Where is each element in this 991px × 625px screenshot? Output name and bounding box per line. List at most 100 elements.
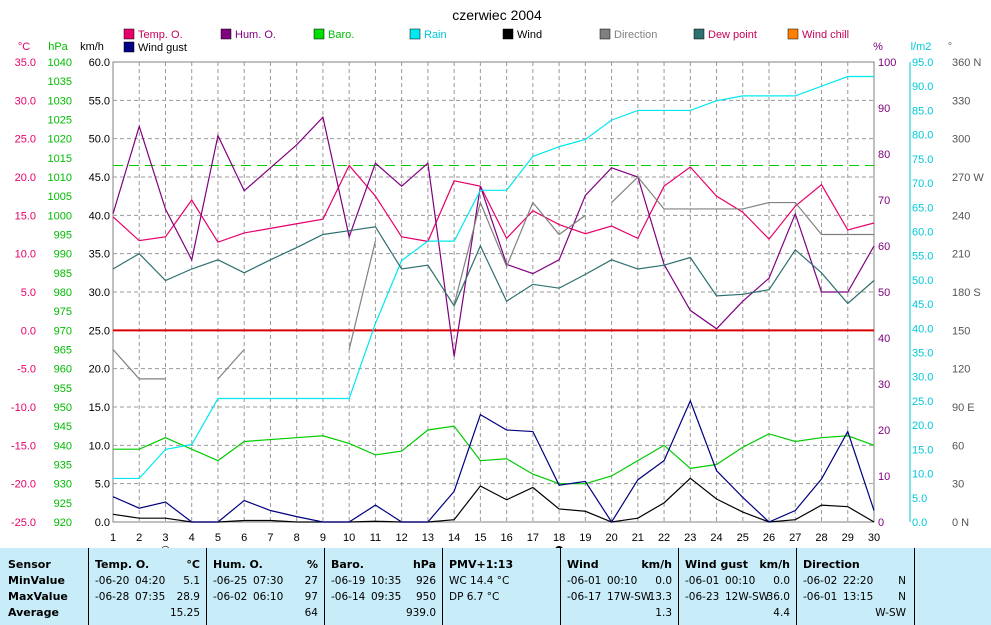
stats-gust-max-date: -06-23 (685, 591, 720, 603)
tick-label-baro: 970 (54, 325, 72, 337)
series-line-direction (611, 176, 874, 236)
tick-label-rain: 90.0 (912, 81, 933, 93)
stats-temp-min-date: -06-20 (95, 575, 130, 587)
stats-baro-unit: hPa (412, 558, 436, 571)
tick-label-wind: 60.0 (89, 57, 110, 69)
legend-swatch (123, 41, 135, 53)
stats-wind-max-date: -06-17 (567, 591, 602, 603)
legend-label: Wind gust (138, 42, 187, 54)
tick-label-dir: 210 (952, 249, 970, 261)
tick-label-rain: 60.0 (912, 226, 933, 238)
x-tick-label: 1 (110, 532, 116, 544)
stats-hum-max-date: -06-02 (213, 591, 248, 603)
series-line-rain (113, 75, 874, 480)
stats-wind-max-time: 17W-SW (607, 591, 652, 603)
tick-label-wind: 20.0 (89, 364, 110, 376)
x-tick-label: 16 (500, 532, 512, 544)
tick-label-baro: 955 (54, 383, 72, 395)
x-tick-label: 22 (658, 532, 670, 544)
stats-baro-min-date: -06-19 (331, 575, 366, 587)
tick-label-temp: -15.0 (11, 440, 36, 452)
tick-label-dir: 150 (952, 325, 970, 337)
tick-label-rain: 55.0 (912, 251, 933, 263)
x-tick-label: 13 (422, 532, 434, 544)
tick-label-rain: 50.0 (912, 275, 933, 287)
stats-baro-max-value: 950 (415, 591, 436, 603)
stats-hum-min-date: -06-25 (213, 575, 248, 587)
tick-label-baro: 1025 (48, 115, 72, 127)
tick-label-rain: 0.0 (912, 517, 927, 529)
tick-label-wind: 50.0 (89, 134, 110, 146)
tick-label-temp: -25.0 (11, 517, 36, 529)
stats-hum-max-value: 97 (304, 591, 318, 603)
axis-unit-label: hPa (48, 41, 68, 53)
stats-wind-min-date: -06-01 (567, 575, 602, 587)
series-line-temp-o (112, 164, 875, 243)
tick-label-hum: 0 (878, 517, 884, 529)
tick-label-baro: 930 (54, 479, 72, 491)
tick-label-hum: 50 (878, 287, 890, 299)
stats-hum-average: 64 (304, 607, 318, 619)
tick-label-dir: 300 (952, 134, 970, 146)
x-tick-label: 6 (241, 532, 247, 544)
tick-label-baro: 1035 (48, 76, 72, 88)
series-line-direction (348, 240, 376, 350)
stats-temp-min-value: 5.1 (183, 575, 200, 587)
tick-label-rain: 5.0 (912, 493, 927, 505)
stats-baro-max-time: 09:35 (371, 591, 402, 603)
x-tick-label: 26 (763, 532, 775, 544)
stats-pmv-dew-point: DP 6.7 °C (449, 591, 500, 603)
tick-label-dir: 0 N (952, 517, 969, 529)
series-line-direction (112, 349, 166, 380)
axis-unit-label: l/m2 (911, 41, 932, 53)
tick-label-wind: 40.0 (89, 210, 110, 222)
tick-label-baro: 940 (54, 440, 72, 452)
series-line-dew-point (112, 226, 875, 308)
tick-label-rain: 10.0 (912, 469, 933, 481)
stats-temp-header: Temp. O. (95, 558, 150, 571)
x-tick-label: 24 (710, 532, 722, 544)
tick-label-wind: 25.0 (89, 325, 110, 337)
tick-label-dir: 330 (952, 95, 970, 107)
stats-temp-max-time: 07:35 (135, 591, 166, 603)
tick-label-hum: 60 (878, 241, 890, 253)
tick-label-hum: 40 (878, 333, 890, 345)
stats-dir-min-date: -06-02 (803, 575, 838, 587)
stats-hum-min-value: 27 (304, 575, 318, 587)
x-tick-label: 5 (215, 532, 221, 544)
legend-label: Temp. O. (138, 29, 183, 41)
stats-temp-min-time: 04:20 (135, 575, 166, 587)
stats-wind-column: Wind km/h -06-01 00:10 0.0 -06-17 17W-SW… (560, 548, 678, 625)
legend-label: Dew point (708, 29, 757, 41)
x-tick-label: 27 (789, 532, 801, 544)
moon-phase-marker: ● (554, 543, 564, 548)
x-tick-label: 12 (396, 532, 408, 544)
legend-swatch (502, 28, 514, 40)
stats-pmv-header: PMV+1:13 (449, 558, 514, 571)
tick-label-rain: 95.0 (912, 57, 933, 69)
x-tick-label: 2 (136, 532, 142, 544)
series-line-hum-o (112, 115, 875, 357)
tick-label-hum: 80 (878, 149, 890, 161)
chart-grid (112, 61, 875, 523)
chart-legend: Temp. O. Hum. O. Baro. Rain Wind Direction Dew… (123, 28, 849, 54)
tick-label-hum: 20 (878, 425, 890, 437)
tick-label-dir: 180 S (952, 287, 981, 299)
stats-baro-min-time: 10:35 (371, 575, 402, 587)
tick-label-dir: 60 (952, 440, 964, 452)
tick-label-baro: 945 (54, 421, 72, 433)
stats-dir-max-time: 13:15 (843, 591, 874, 603)
x-tick-label: 19 (579, 532, 591, 544)
stats-gust-average: 4.4 (773, 607, 790, 619)
legend-swatch (693, 28, 705, 40)
stats-dir-min-value: N (898, 575, 906, 587)
x-tick-label: 7 (267, 532, 273, 544)
stats-empty-column (914, 548, 991, 625)
stats-baro-min-value: 926 (415, 575, 436, 587)
stats-dir-average: W-SW (875, 607, 906, 619)
tick-label-hum: 90 (878, 103, 890, 115)
stats-row-min: MinValue (8, 574, 65, 587)
tick-label-baro: 975 (54, 306, 72, 318)
tick-label-dir: 30 (952, 479, 964, 491)
tick-label-baro: 935 (54, 460, 72, 472)
